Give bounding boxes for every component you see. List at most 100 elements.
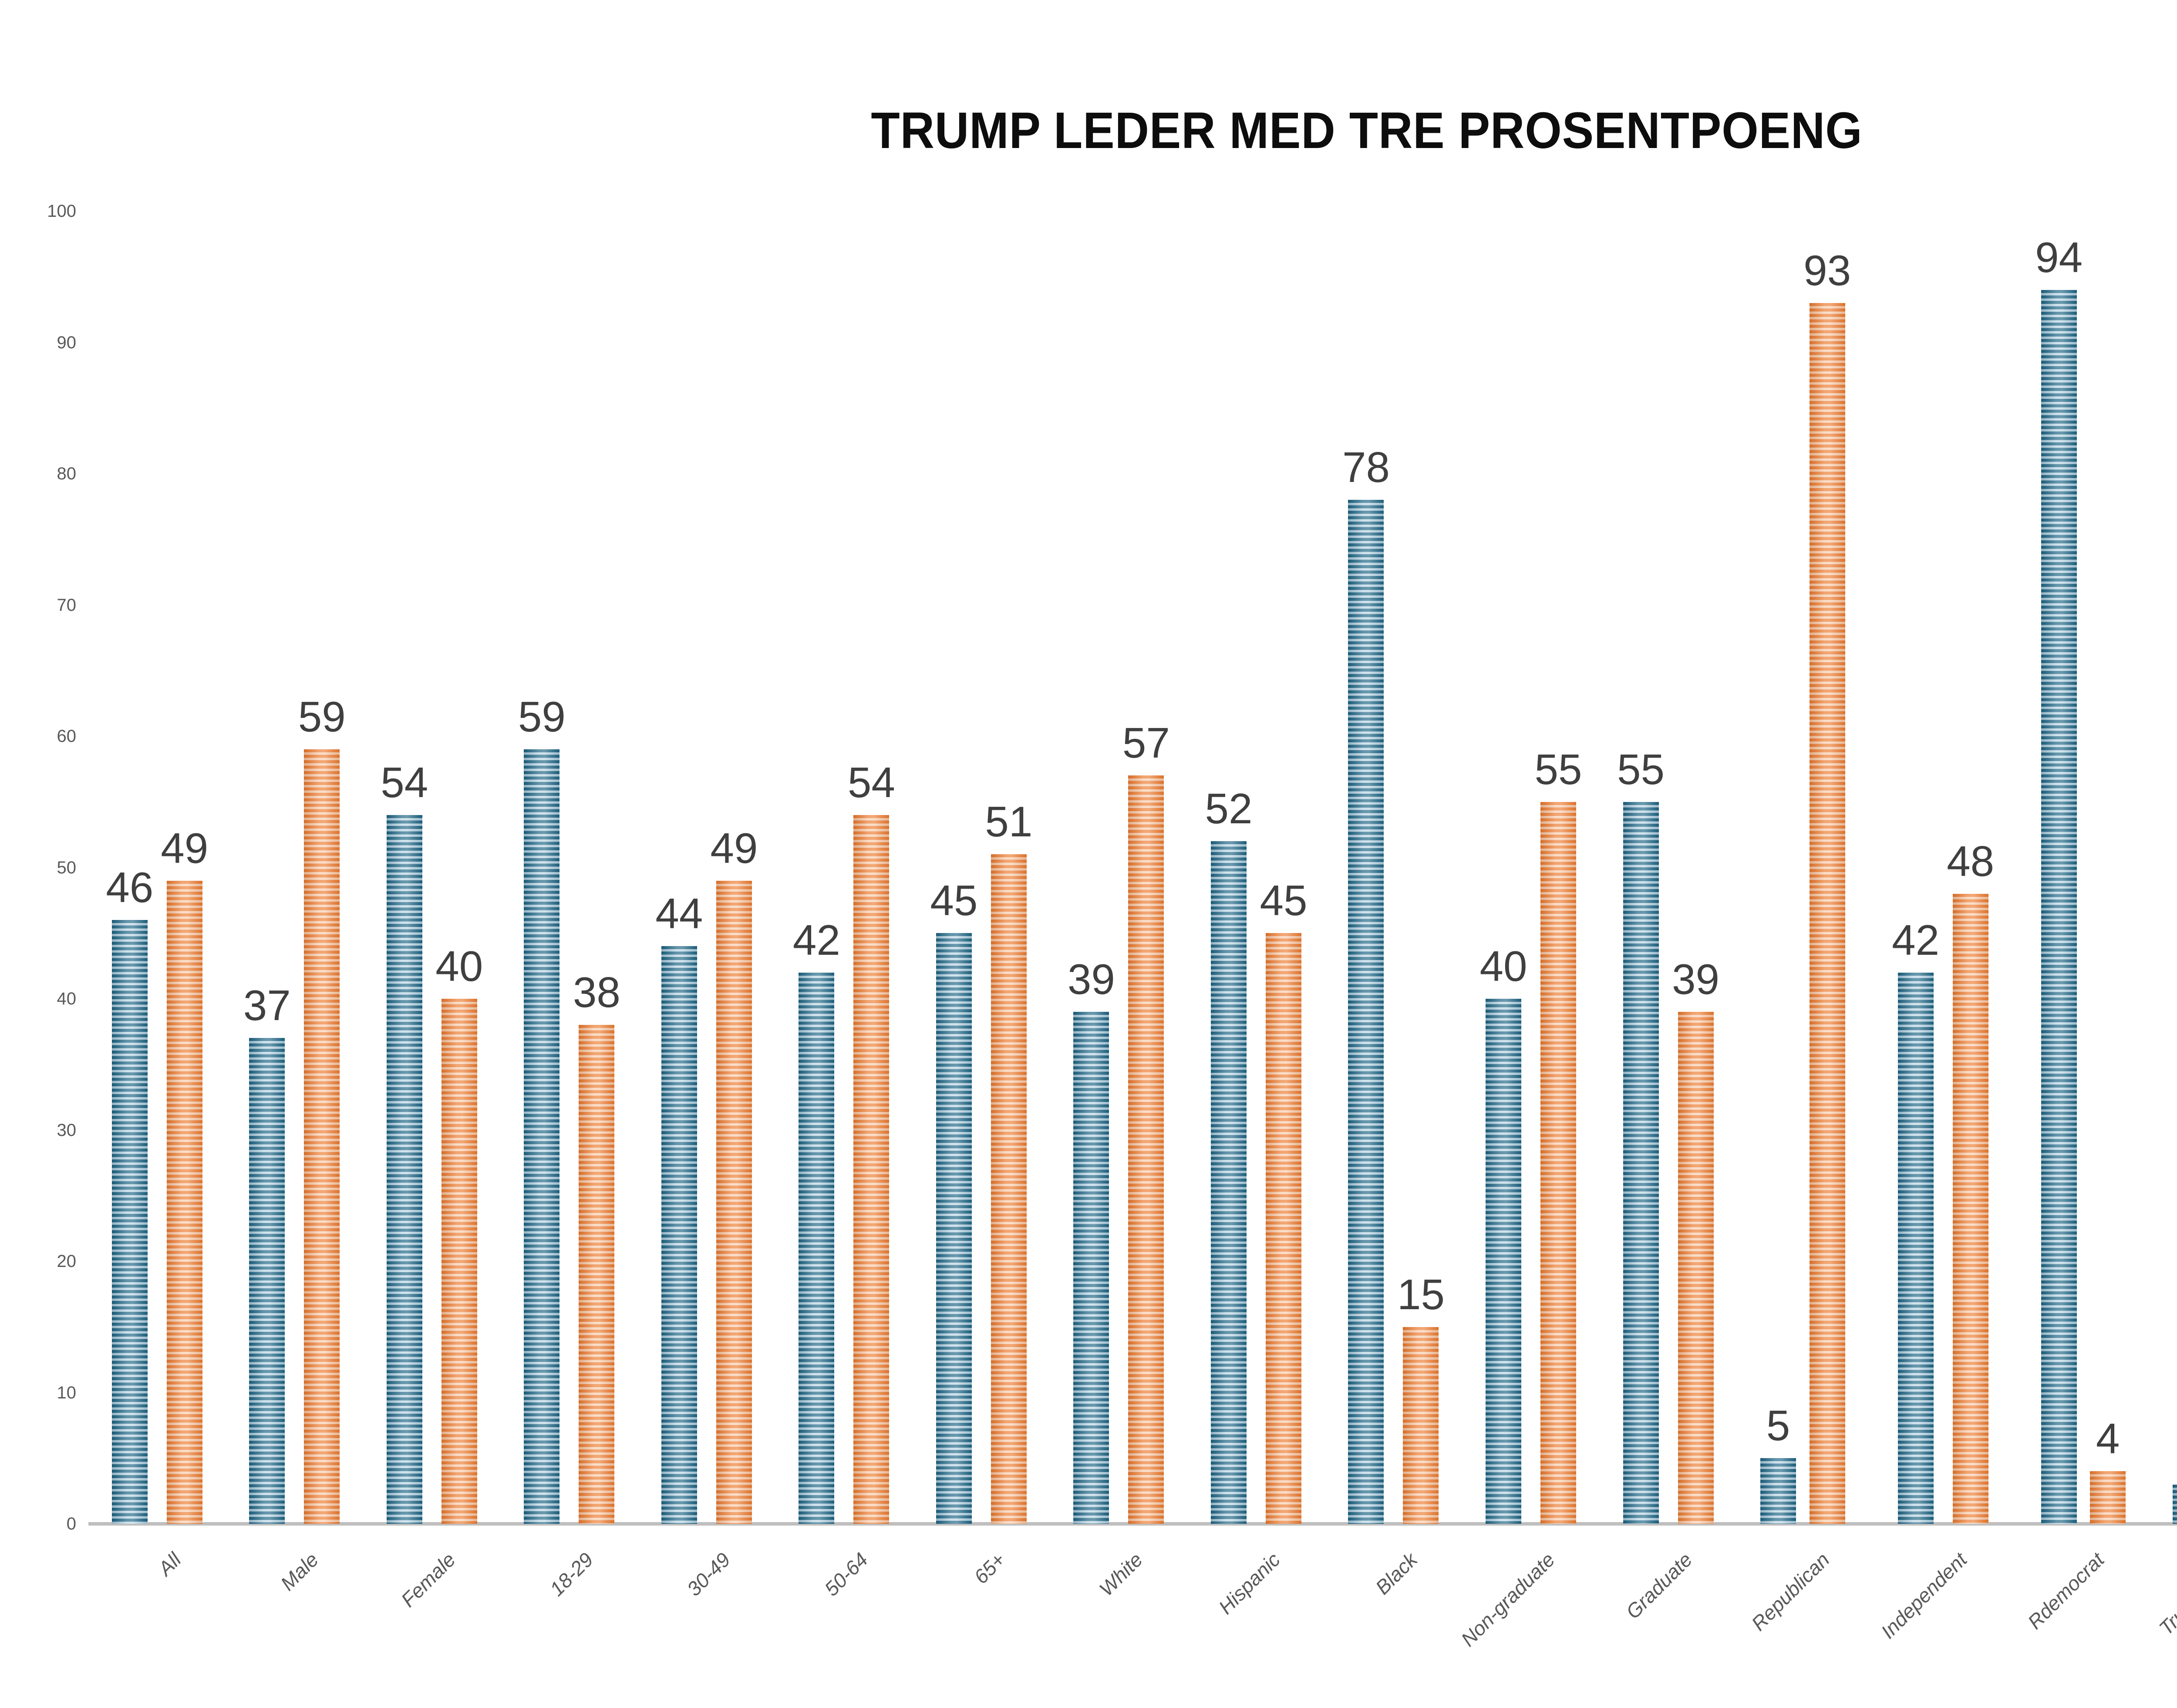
- bar-group: 40 55: [1462, 107, 1600, 1524]
- value-label: 40: [435, 942, 483, 990]
- bar-blue: [386, 815, 422, 1524]
- y-tick-label: 40: [57, 989, 77, 1008]
- category-label: Graduate: [1621, 1548, 1697, 1624]
- bar-group: 55 39: [1600, 107, 1737, 1524]
- category-label: Non-graduate: [1456, 1548, 1559, 1651]
- bar-orange: [716, 880, 752, 1524]
- chart-title: TRUMP LEDER MED TRE PROSENTPOENG: [871, 102, 1863, 159]
- value-label: 49: [710, 824, 758, 872]
- value-label: 57: [1122, 719, 1170, 767]
- value-label: 94: [2035, 233, 2083, 281]
- value-label: 45: [1260, 876, 1308, 925]
- bar-group: 52 45: [1187, 107, 1325, 1524]
- value-label: 39: [1067, 955, 1115, 1004]
- bar-blue: [1210, 841, 1247, 1524]
- bar-group: 42 54: [775, 107, 913, 1524]
- value-label: 49: [161, 824, 209, 872]
- bar-group: 46 49: [88, 107, 226, 1524]
- bar-group: 59 38: [501, 107, 638, 1524]
- category-label: White: [1095, 1548, 1147, 1600]
- bar-blue: [799, 972, 835, 1524]
- bar-column: 40: [435, 945, 483, 1524]
- category-label: Black: [1371, 1548, 1422, 1599]
- category-label: 18-29: [545, 1548, 597, 1600]
- bar-column: 55: [1617, 748, 1665, 1524]
- bar-column: 42: [1892, 919, 1939, 1524]
- category-label: Hispanic: [1214, 1548, 1284, 1619]
- bar-column: 94: [2035, 236, 2083, 1524]
- value-label: 55: [1534, 745, 1582, 793]
- value-label: 42: [792, 916, 840, 964]
- bar-blue: [1073, 1012, 1109, 1524]
- bar-group: 54 40: [363, 107, 501, 1524]
- value-label: 39: [1672, 955, 1720, 1004]
- value-label: 45: [930, 876, 978, 925]
- category-label: 30-49: [682, 1548, 735, 1600]
- y-tick-label: 20: [57, 1252, 77, 1271]
- y-tick-label: 10: [57, 1383, 77, 1402]
- bar-group: 37 59: [226, 107, 364, 1524]
- category-label: Trump 2020: [2154, 1548, 2177, 1640]
- value-label: 55: [1617, 745, 1665, 793]
- bar-orange: [1809, 303, 1845, 1524]
- bar-column: 54: [848, 761, 895, 1524]
- bar-column: 5: [1760, 1404, 1796, 1524]
- bar-orange: [1678, 1012, 1714, 1524]
- bar-column: 48: [1947, 840, 1994, 1524]
- bar-orange: [1403, 1327, 1439, 1524]
- bar-group: 39 57: [1050, 107, 1188, 1524]
- y-tick-label: 50: [57, 858, 77, 877]
- bar-column: 93: [1803, 249, 1851, 1524]
- y-tick-label: 80: [57, 464, 77, 483]
- bar-orange: [304, 749, 340, 1524]
- value-label: 4: [2096, 1415, 2120, 1463]
- category-label: Female: [397, 1548, 460, 1612]
- bar-column: 46: [106, 866, 153, 1524]
- category-label: Republican: [1747, 1548, 1834, 1635]
- bar-orange: [441, 999, 477, 1524]
- bar-column: 54: [381, 761, 428, 1524]
- bar-group: 44 49: [638, 107, 775, 1524]
- bar-column: 3: [2172, 1431, 2177, 1524]
- y-tick-label: 0: [66, 1514, 76, 1533]
- value-label: 93: [1803, 246, 1851, 295]
- bar-group: 5 93: [1737, 107, 1874, 1524]
- category-label: Male: [276, 1548, 323, 1595]
- bar-blue: [249, 1038, 285, 1524]
- y-tick-label: 90: [57, 333, 77, 352]
- bar-blue: [2172, 1484, 2177, 1524]
- value-label: 44: [655, 889, 703, 938]
- value-label: 15: [1397, 1270, 1445, 1318]
- bar-orange: [2090, 1471, 2126, 1524]
- bar-column: 78: [1342, 446, 1390, 1524]
- bar-blue: [1623, 802, 1659, 1524]
- bar-column: 37: [243, 984, 291, 1524]
- value-label: 48: [1947, 837, 1995, 885]
- bar-column: 59: [518, 695, 566, 1524]
- category-label: Rdemocrat: [2023, 1548, 2109, 1634]
- category-label: 65+: [969, 1548, 1010, 1588]
- bar-column: 45: [1260, 879, 1307, 1524]
- bar-group: 42 48: [1874, 107, 2012, 1524]
- y-tick-label: 60: [57, 727, 77, 746]
- bar-column: 49: [710, 827, 758, 1524]
- bar-column: 39: [1068, 958, 1115, 1524]
- bar-column: 49: [161, 827, 208, 1524]
- bar-group: 78 15: [1325, 107, 1463, 1524]
- bar-blue: [1760, 1458, 1796, 1524]
- bar-column: 4: [2090, 1417, 2126, 1524]
- bar-column: 57: [1122, 721, 1170, 1524]
- y-tick-label: 30: [57, 1120, 77, 1140]
- value-label: 54: [381, 758, 428, 806]
- bar-column: 42: [793, 919, 840, 1524]
- bar-orange: [991, 854, 1027, 1524]
- bar-column: 45: [930, 879, 977, 1524]
- value-label: 37: [243, 981, 291, 1030]
- value-label: 46: [106, 863, 154, 912]
- category-label: Independent: [1876, 1548, 1971, 1643]
- value-label: 38: [573, 968, 620, 1017]
- bar-column: 40: [1479, 945, 1527, 1524]
- bar-orange: [1265, 933, 1301, 1524]
- value-label: 59: [298, 693, 346, 741]
- bar-group: 94 4: [2012, 107, 2149, 1524]
